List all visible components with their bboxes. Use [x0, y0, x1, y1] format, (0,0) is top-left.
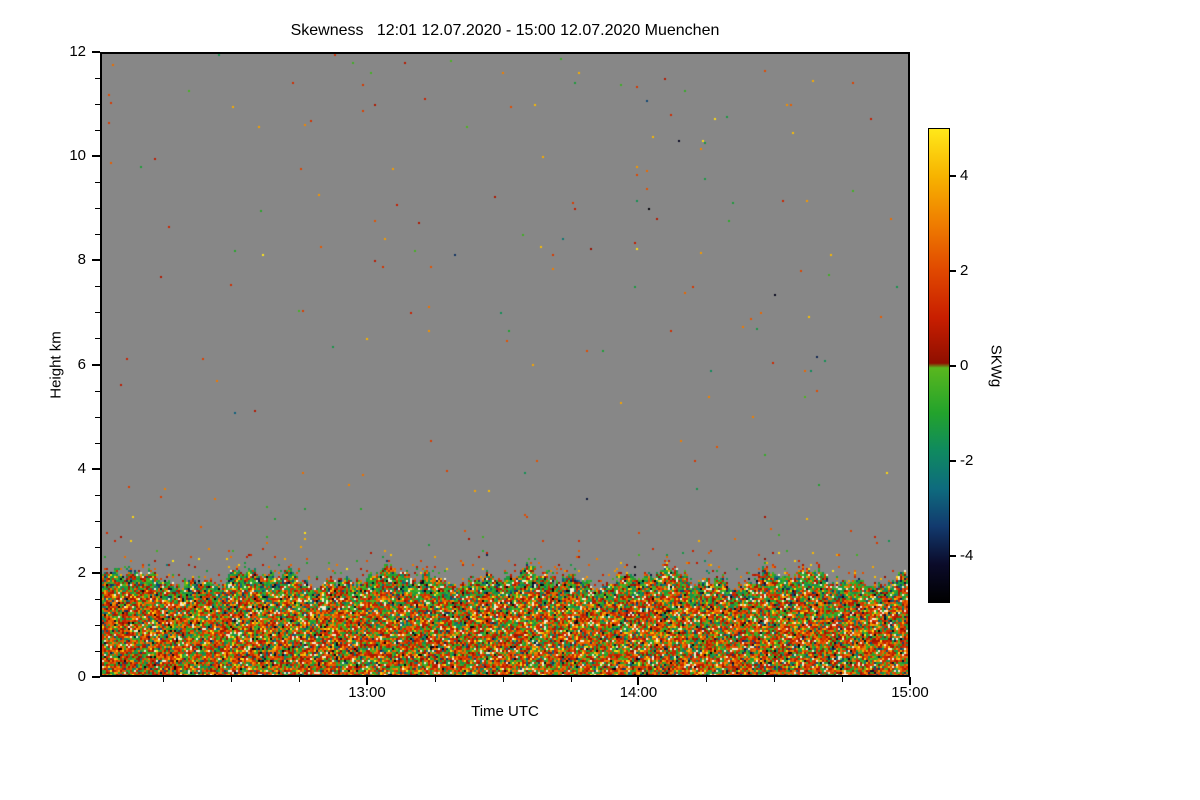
colorbar-tick-label: 0	[960, 356, 969, 374]
colorbar-tick-label: 2	[960, 261, 969, 279]
x-minor-tick-mark	[163, 677, 165, 682]
y-tick-label: 0	[77, 668, 86, 685]
x-tick-label: 13:00	[348, 684, 386, 701]
y-tick-mark	[92, 467, 100, 470]
colorbar-tick-label: 4	[960, 166, 969, 184]
y-tick-label: 8	[77, 251, 86, 269]
chart-title: Skewness 12:01 12.07.2020 - 15:00 12.07.…	[290, 22, 720, 39]
y-minor-tick-mark	[95, 312, 100, 314]
y-minor-tick-mark	[95, 208, 100, 210]
y-tick-label: 12	[69, 43, 86, 60]
y-minor-tick-mark	[95, 390, 100, 392]
y-minor-tick-mark	[95, 78, 100, 80]
colorbar-tick-label: -4	[960, 546, 974, 564]
y-tick-label: 6	[77, 355, 86, 373]
y-tick-label: 4	[77, 459, 86, 477]
y-minor-tick-mark	[95, 598, 100, 600]
y-minor-tick-mark	[95, 442, 100, 444]
x-tick-mark	[909, 677, 911, 685]
x-minor-tick-mark	[570, 677, 572, 682]
colorbar-tick-mark	[950, 174, 956, 177]
y-minor-tick-mark	[95, 520, 100, 522]
y-minor-tick-mark	[95, 182, 100, 184]
x-tick-mark	[365, 677, 368, 685]
y-minor-tick-mark	[95, 624, 100, 626]
y-tick-mark	[92, 676, 100, 678]
x-tick-mark	[637, 677, 640, 685]
x-minor-tick-mark	[842, 677, 844, 682]
x-minor-tick-mark	[502, 677, 504, 682]
x-minor-tick-mark	[434, 677, 436, 682]
x-minor-tick-mark	[774, 677, 776, 682]
y-tick-mark	[92, 259, 100, 262]
x-minor-tick-mark	[299, 677, 301, 682]
y-tick-mark	[92, 363, 100, 366]
x-axis-label: Time UTC	[471, 703, 539, 720]
colorbar-gradient	[928, 128, 950, 603]
y-tick-mark	[92, 571, 100, 574]
y-tick-label: 2	[77, 563, 86, 581]
x-minor-tick-mark	[231, 677, 233, 682]
colorbar-tick-mark	[950, 554, 956, 557]
colorbar-tick-mark	[950, 364, 956, 367]
y-tick-label: 10	[69, 147, 86, 165]
heatmap-canvas	[100, 52, 910, 677]
x-tick-label: 15:00	[891, 684, 929, 701]
y-minor-tick-mark	[95, 650, 100, 652]
y-minor-tick-mark	[95, 234, 100, 236]
colorbar-tick-mark	[950, 459, 956, 462]
y-minor-tick-mark	[95, 494, 100, 496]
y-minor-tick-mark	[95, 546, 100, 548]
y-minor-tick-mark	[95, 104, 100, 106]
x-tick-label: 14:00	[619, 684, 658, 701]
colorbar-tick-mark	[950, 269, 956, 272]
y-minor-tick-mark	[95, 416, 100, 418]
y-minor-tick-mark	[95, 130, 100, 132]
x-minor-tick-mark	[706, 677, 708, 682]
colorbar-tick-label: -2	[960, 451, 974, 469]
y-tick-mark	[92, 155, 100, 158]
y-minor-tick-mark	[95, 338, 100, 340]
y-minor-tick-mark	[95, 286, 100, 288]
y-tick-mark	[92, 51, 100, 53]
